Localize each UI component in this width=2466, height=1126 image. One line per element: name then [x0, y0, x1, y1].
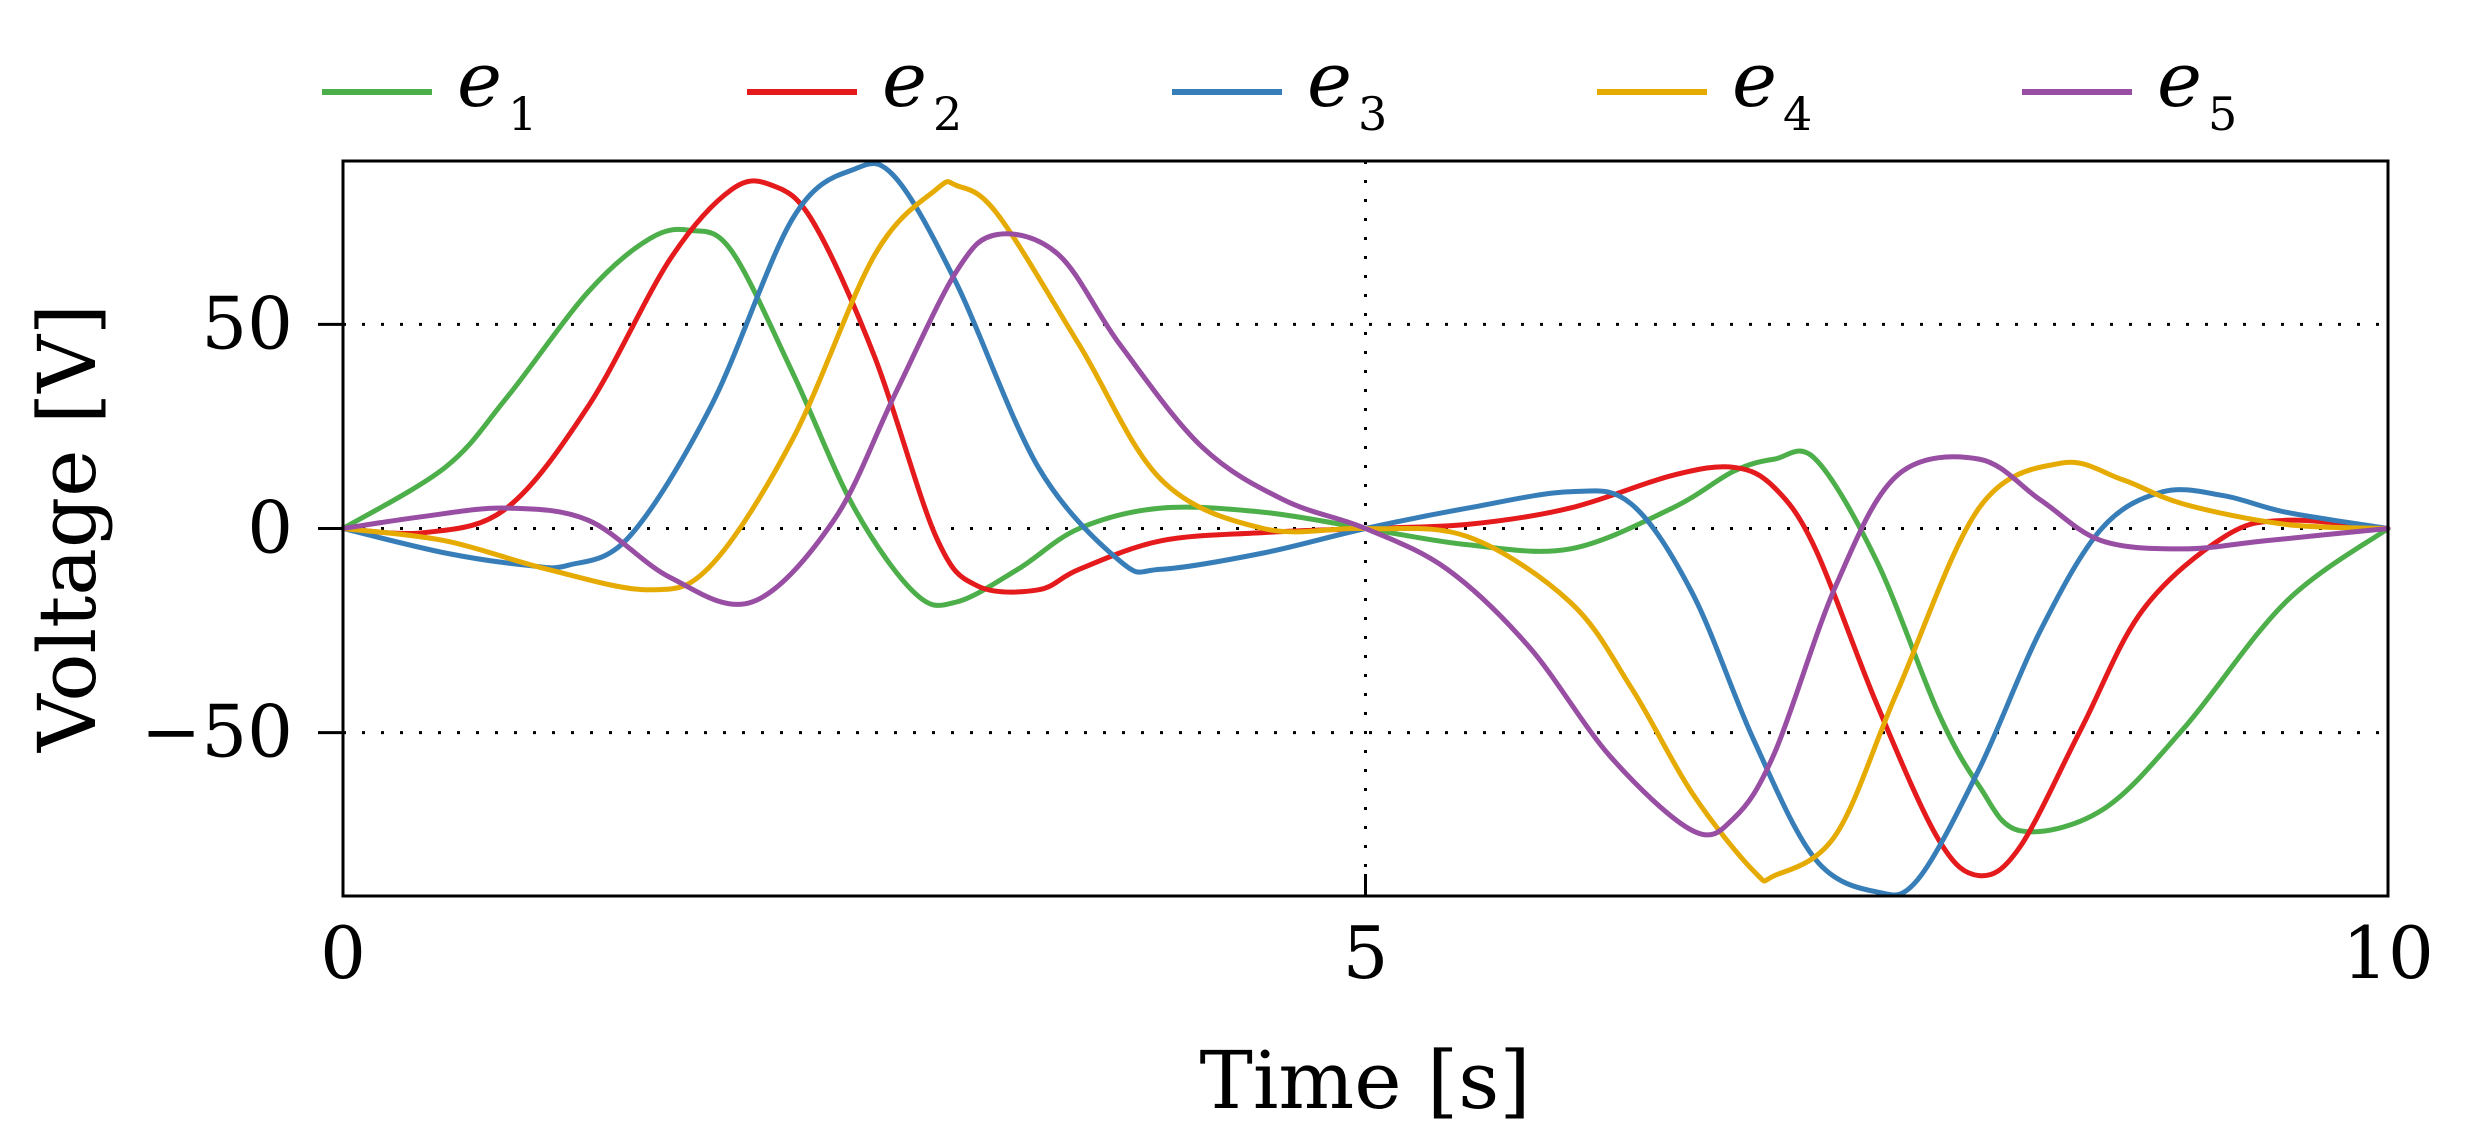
- y-axis-label: Voltage [V]: [21, 304, 114, 753]
- y-tick-label-1: 0: [247, 486, 293, 570]
- series-line-e3: [340, 161, 2391, 898]
- y-tick-label-2: 50: [201, 281, 293, 365]
- series-line-e5: [340, 231, 2391, 838]
- x-tick-label-2: 10: [2342, 911, 2434, 995]
- x-tick-label-0: 0: [320, 911, 366, 995]
- axis-ticks: 0 5 10 −50 0 50: [141, 281, 2434, 995]
- y-tick-label-0: −50: [141, 690, 293, 774]
- x-axis-label: Time [s]: [1199, 1034, 1530, 1126]
- x-tick-label-1: 5: [1343, 911, 1389, 995]
- series-lines: [340, 161, 2391, 898]
- series-line-e4: [340, 179, 2391, 884]
